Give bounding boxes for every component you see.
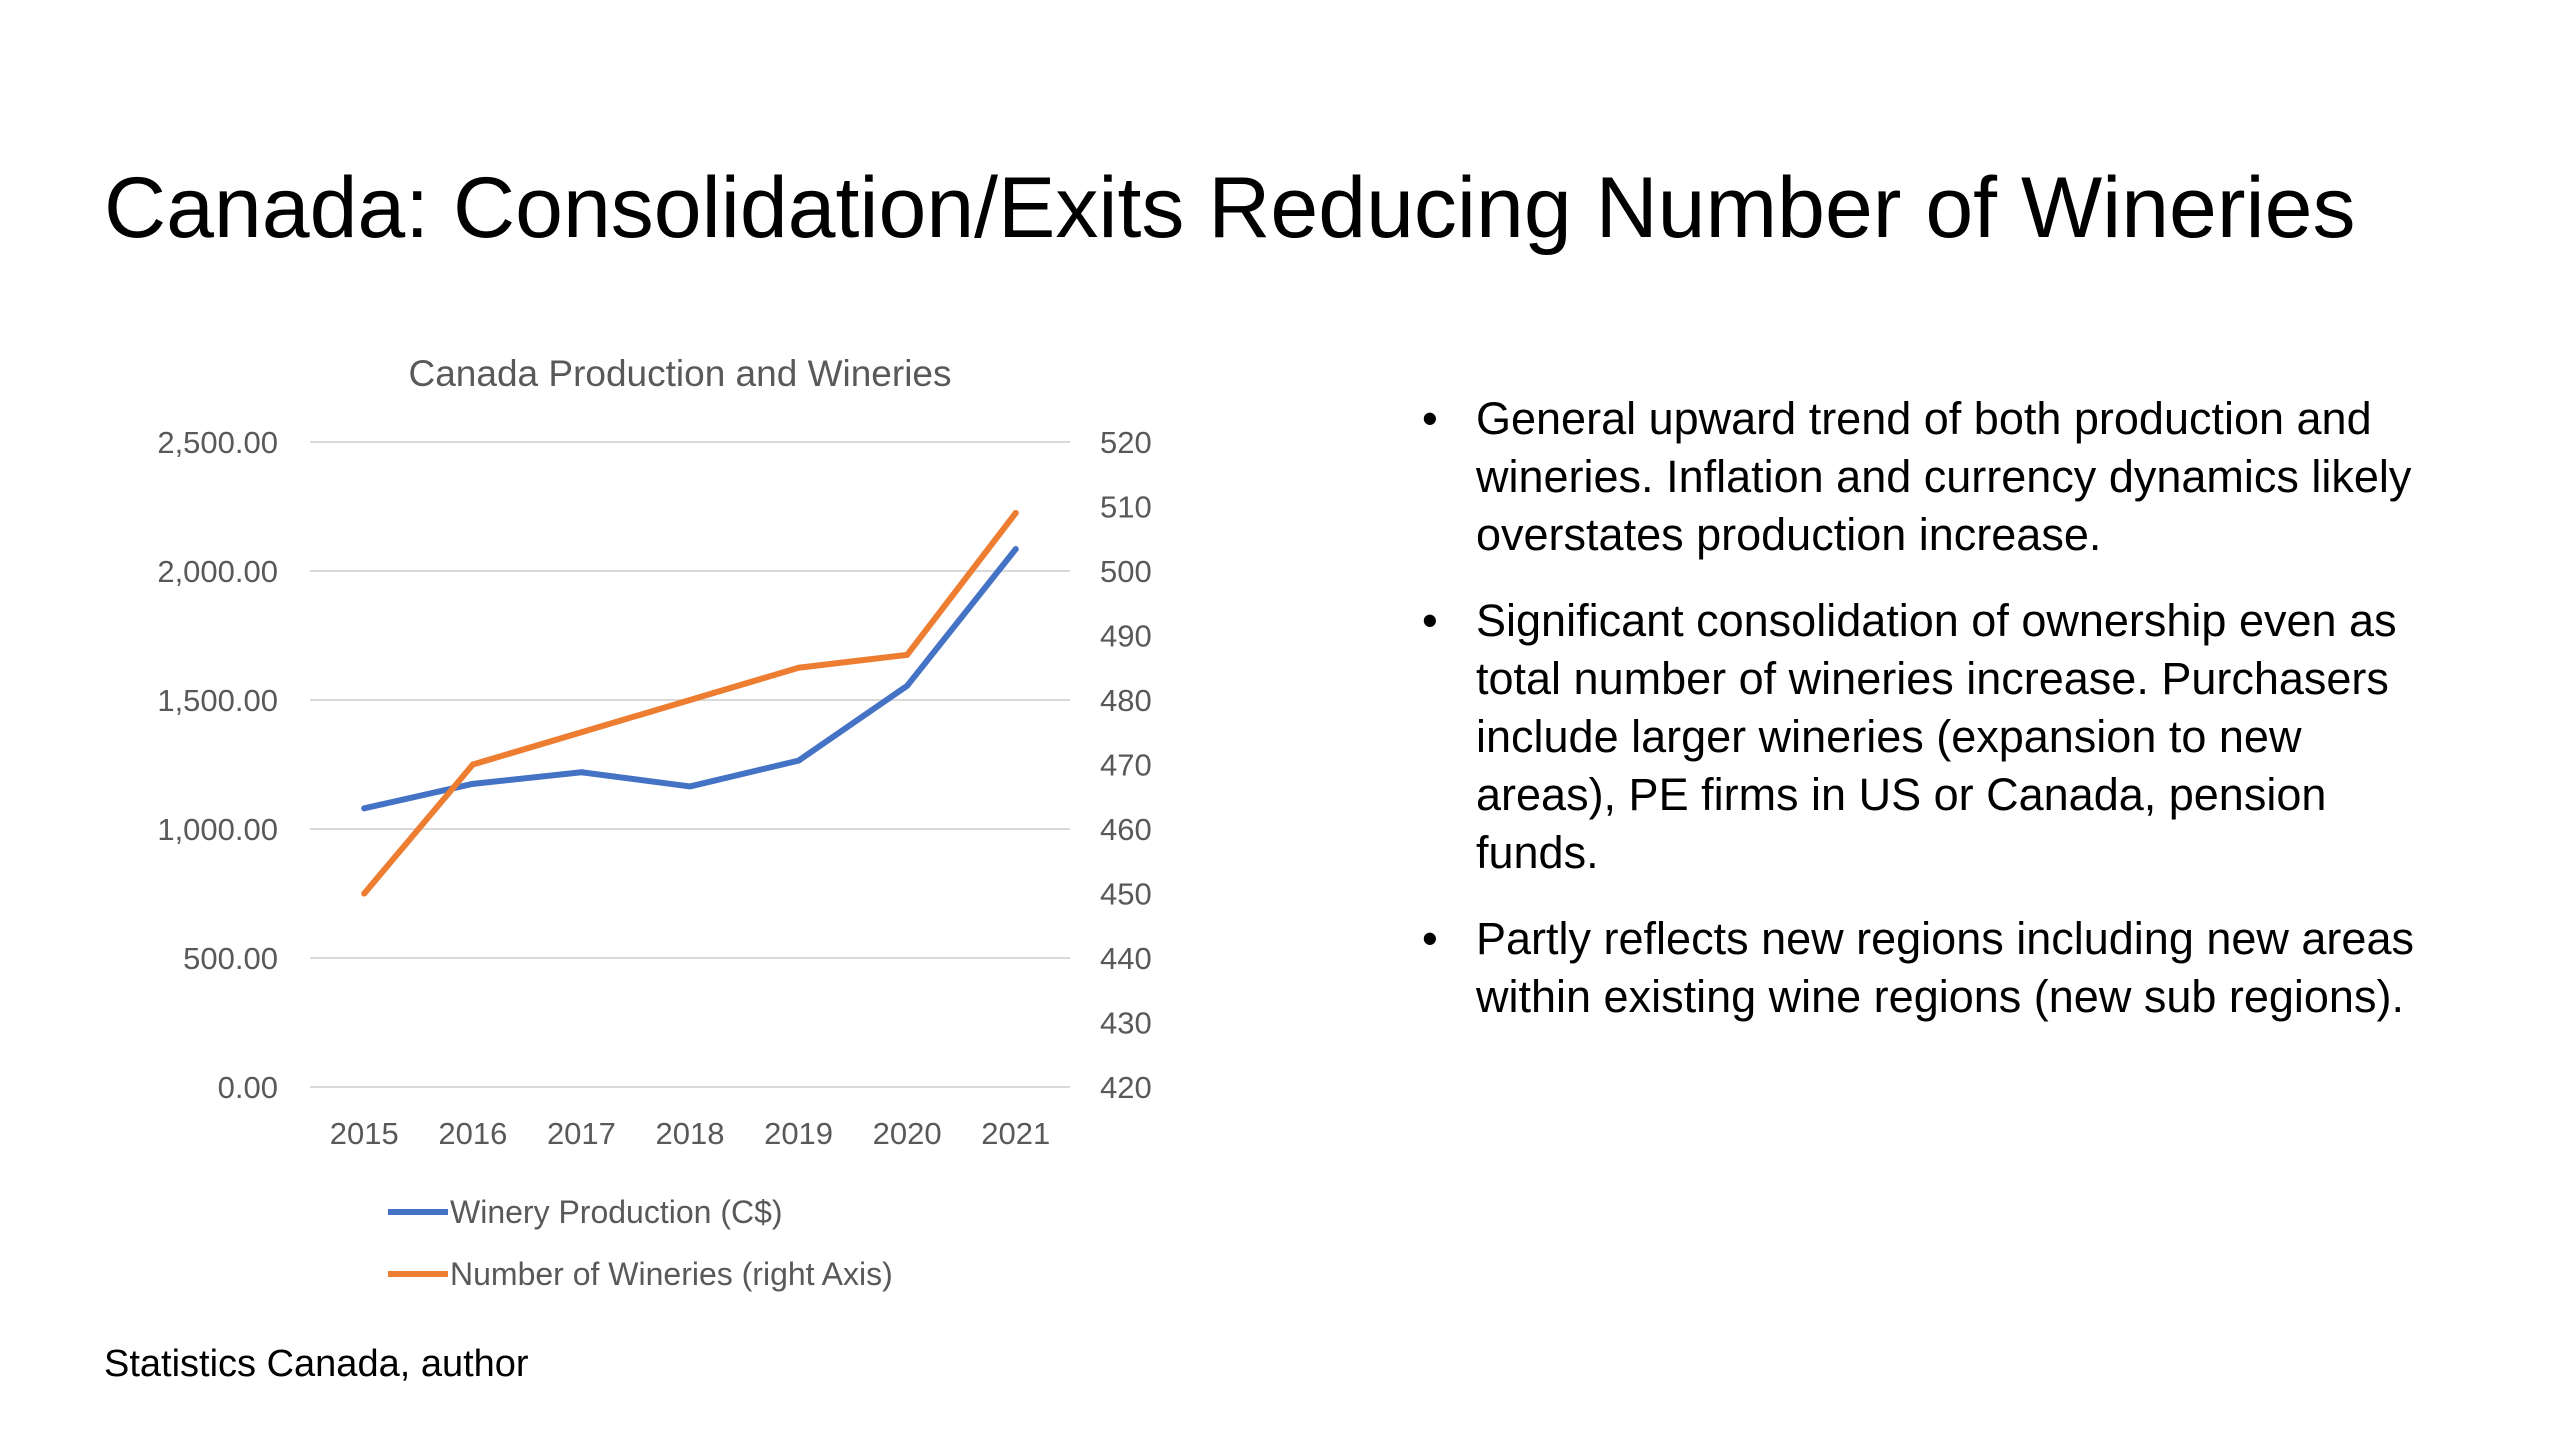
- chart: Canada Production and Wineries 0.00 500.00…: [110, 330, 1210, 1320]
- bullet-text: Partly reflects new regions including ne…: [1476, 913, 2414, 1022]
- x-tick-label: 2015: [330, 1116, 399, 1151]
- chart-title: Canada Production and Wineries: [409, 353, 952, 394]
- bullet-glyph: •: [1422, 595, 1438, 646]
- data-point: [469, 780, 476, 787]
- bullet-item: • General upward trend of both productio…: [1420, 390, 2420, 564]
- y-right-tick-label: 440: [1100, 941, 1152, 976]
- legend-label: Number of Wineries (right Axis): [450, 1256, 893, 1292]
- bullet-text: General upward trend of both production …: [1476, 393, 2412, 560]
- bullet-item: • Significant consolidation of ownership…: [1420, 592, 2420, 882]
- bullet-glyph: •: [1422, 393, 1438, 444]
- data-point: [795, 664, 802, 671]
- y-right-tick-label: 460: [1100, 812, 1152, 847]
- data-point: [1012, 546, 1019, 553]
- data-point: [578, 729, 585, 736]
- x-tick-label: 2020: [873, 1116, 942, 1151]
- y-right-tick-label: 450: [1100, 877, 1152, 912]
- y-left-tick-label: 1,500.00: [157, 683, 278, 718]
- y-left-tick-label: 2,000.00: [157, 554, 278, 589]
- x-tick-label: 2021: [981, 1116, 1050, 1151]
- x-tick-label: 2017: [547, 1116, 616, 1151]
- data-point: [687, 697, 693, 703]
- y-left-tick-label: 2,500.00: [157, 425, 278, 460]
- y-right-tick-label: 480: [1100, 683, 1152, 718]
- data-point: [904, 651, 911, 658]
- bullet-item: • Partly reflects new regions including …: [1420, 910, 2420, 1026]
- bullet-text: Significant consolidation of ownership e…: [1476, 595, 2397, 878]
- data-point: [469, 761, 476, 768]
- source-note: Statistics Canada, author: [104, 1343, 529, 1385]
- chart-svg: Canada Production and Wineries 0.00 500.00…: [157, 353, 1152, 1292]
- data-point: [578, 769, 585, 776]
- y-right-tick-label: 420: [1100, 1070, 1152, 1105]
- data-point: [1012, 509, 1019, 516]
- legend-label: Winery Production (C$): [450, 1194, 783, 1230]
- bullet-list: • General upward trend of both productio…: [1420, 390, 2420, 1054]
- y-right-tick-label: 500: [1100, 554, 1152, 589]
- y-right-tick-label: 520: [1100, 425, 1152, 460]
- y-right-tick-label: 510: [1100, 490, 1152, 525]
- data-point: [361, 890, 368, 897]
- y-right-tick-label: 470: [1100, 748, 1152, 783]
- y-left-tick-label: 0.00: [218, 1070, 278, 1105]
- slide-title: Canada: Consolidation/Exits Reducing Num…: [104, 160, 2356, 256]
- y-right-tick-label: 490: [1100, 619, 1152, 654]
- y-right-tick-label: 430: [1100, 1006, 1152, 1041]
- x-tick-label: 2019: [764, 1116, 833, 1151]
- x-tick-label: 2016: [438, 1116, 507, 1151]
- y-left-tick-label: 500.00: [183, 941, 278, 976]
- bullet-glyph: •: [1422, 913, 1438, 964]
- data-point: [795, 757, 802, 764]
- series-line: [361, 546, 1019, 812]
- data-point: [687, 783, 693, 790]
- y-left-tick-label: 1,000.00: [157, 812, 278, 847]
- x-tick-label: 2018: [656, 1116, 725, 1151]
- data-point: [361, 805, 368, 812]
- data-point: [904, 682, 911, 689]
